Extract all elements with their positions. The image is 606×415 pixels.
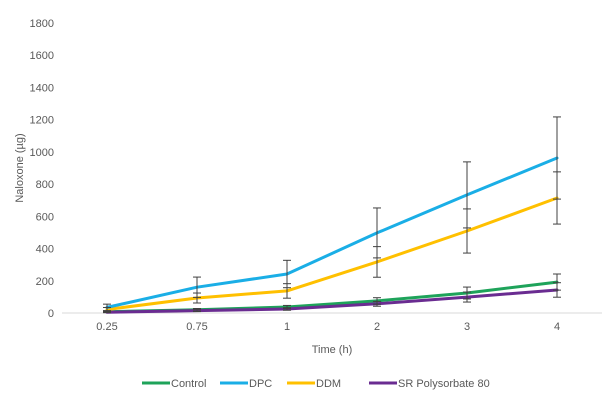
error-bar	[193, 292, 201, 304]
y-tick-label: 600	[36, 211, 54, 223]
x-tick-label: 3	[464, 321, 470, 333]
error-bar	[373, 246, 381, 278]
error-bar	[283, 283, 291, 299]
series-line-ddm	[105, 196, 559, 311]
error-bar	[373, 300, 381, 307]
legend: Control DPC DDM SR Polysorbate 80	[142, 378, 490, 390]
legend-label: DDM	[316, 378, 341, 390]
y-tick-label: 1200	[30, 115, 54, 127]
x-tick-label: 2	[374, 321, 380, 333]
series-lines	[105, 156, 559, 314]
error-bar	[553, 282, 561, 298]
series-line-dpc	[105, 156, 559, 309]
x-axis-ticks: 0.25 0.75 1 2 3 4	[96, 321, 560, 333]
legend-item: Control	[142, 378, 206, 390]
y-tick-label: 1000	[30, 147, 54, 159]
y-tick-label: 0	[48, 308, 54, 320]
x-tick-label: 0.25	[96, 321, 117, 333]
error-bar	[463, 208, 471, 254]
legend-item: DPC	[220, 378, 272, 390]
error-bar	[103, 311, 111, 314]
error-bar	[553, 171, 561, 225]
legend-item: DDM	[287, 378, 341, 390]
y-tick-label: 1800	[30, 18, 54, 30]
y-axis-title: Naloxone (µg)	[14, 133, 26, 202]
y-tick-label: 400	[36, 244, 54, 256]
y-axis-ticks: 0 200 400 600 800 1000 1200 1400 1600 1800	[30, 18, 54, 320]
y-tick-label: 800	[36, 179, 54, 191]
legend-label: SR Polysorbate 80	[398, 378, 490, 390]
series-line-sr-polysorbate-80	[105, 288, 559, 314]
error-bar	[193, 309, 201, 313]
legend-label: DPC	[249, 378, 272, 390]
error-bar	[463, 291, 471, 303]
legend-item: SR Polysorbate 80	[369, 378, 490, 390]
y-tick-label: 200	[36, 276, 54, 288]
x-tick-label: 4	[554, 321, 560, 333]
x-tick-label: 0.75	[186, 321, 207, 333]
x-axis-title: Time (h)	[312, 344, 353, 356]
y-tick-label: 1400	[30, 82, 54, 94]
legend-label: Control	[171, 378, 206, 390]
error-bars	[103, 116, 561, 314]
y-tick-label: 1600	[30, 50, 54, 62]
x-tick-label: 1	[284, 321, 290, 333]
error-bar	[283, 307, 291, 311]
